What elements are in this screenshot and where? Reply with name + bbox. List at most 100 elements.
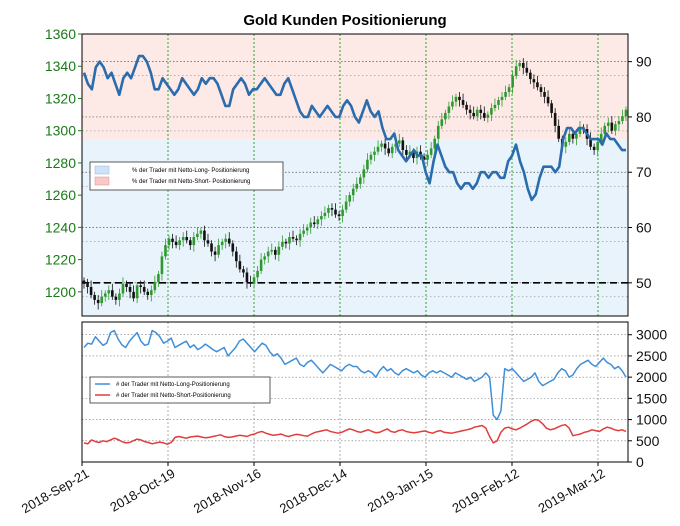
x-tick-label: 2018-Sep-21 [19,466,92,517]
candle-body [302,230,305,234]
candle-body [606,122,610,126]
candle-body [256,270,259,278]
candle-body [500,96,504,101]
bottom-legend-label-long: # der Trader mit Netto-Long-Positionieru… [116,382,230,388]
x-tick-label: 2018-Nov-16 [191,466,264,517]
candle-body [330,208,334,210]
candle-body [206,240,210,244]
right-tick-label: 90 [636,54,652,70]
candle-body [192,237,196,246]
candle-body [486,114,490,118]
candle-body [440,119,444,126]
candle-body [295,238,298,241]
candle-body [171,238,174,242]
candle-body [164,245,167,257]
candle-body [397,140,401,144]
candle-body [288,237,291,244]
candle-body [107,290,111,294]
candle-body [493,104,497,109]
candle-body [575,133,578,139]
candle-body [266,251,270,257]
candle-body [390,146,394,154]
candle-body [536,82,539,88]
candle-body [323,212,327,217]
candle-body [543,92,546,97]
candle-body [93,295,96,300]
candle-body [334,209,337,215]
candle-body [100,296,104,304]
candle-body [185,237,189,241]
candle-body [242,269,245,273]
candle-body [181,237,185,241]
candle-body [426,154,429,160]
candle-body [451,101,454,107]
candle-body [444,112,447,120]
candle-body [589,138,592,147]
candle-body [146,291,150,296]
x-tick-label: 2018-Dec-14 [277,466,350,517]
candle-body [196,233,199,238]
left-tick-label: 1360 [45,26,76,42]
x-tick-label: 2019-Mar-12 [536,466,608,516]
candle-body [128,286,132,292]
candle-body [468,109,472,113]
candle-body [571,133,575,139]
x-tick-label: 2019-Jan-15 [365,466,436,515]
candle-body [614,124,617,131]
candle-body [408,151,412,155]
candle-body [273,249,277,255]
bottom-right-tick-label: 1500 [636,390,667,406]
candle-body [188,240,192,246]
candle-body [86,283,89,287]
candle-body [150,290,153,296]
candle-body [252,277,256,284]
candle-body [142,286,146,292]
candle-body [305,227,309,231]
candle-body [178,240,181,246]
candle-body [227,238,231,244]
chart-title: Gold Kunden Positionierung [243,12,446,29]
bottom-right-tick-label: 3000 [636,327,667,343]
candle-body [405,150,408,155]
candle-body [238,261,242,270]
candle-body [568,133,571,142]
candle-body [259,259,263,271]
bottom-legend-box [89,376,271,404]
top-legend-label-long: % der Trader mit Netto-Long- Positionier… [132,168,249,174]
candle-body [277,246,281,255]
net-short-count-line [83,418,627,445]
right-tick-label: 70 [636,164,652,180]
left-tick-label: 1260 [45,187,76,203]
candle-body [362,169,366,178]
candle-body [245,272,249,283]
candle-body [366,159,369,170]
x-tick-label: 2018-Oct-19 [107,466,177,515]
candle-body [475,109,479,117]
candle-body [135,285,139,299]
candle-body [103,293,107,297]
candle-body [121,283,125,294]
candle-body [359,177,362,184]
top-legend-swatch-long [94,165,110,175]
left-tick-label: 1280 [45,155,76,171]
candle-body [429,148,433,155]
bottom-right-tick-label: 500 [636,433,660,449]
candle-body [383,143,387,149]
top-legend: % der Trader mit Netto-Long- Positionier… [89,161,284,191]
candle-body [624,109,628,117]
candle-body [380,143,383,147]
candle-body [160,256,164,275]
candle-body [174,241,178,246]
bottom-right-tick-label: 0 [636,454,644,470]
candle-body [249,282,252,284]
candle-body [458,96,461,101]
candle-body [507,87,511,93]
candle-body [578,127,582,134]
candle-body [401,140,405,151]
candle-body [220,241,224,246]
short-shade [82,34,628,140]
candle-body [309,222,313,228]
candle-body [203,230,206,241]
candle-body [592,146,596,151]
